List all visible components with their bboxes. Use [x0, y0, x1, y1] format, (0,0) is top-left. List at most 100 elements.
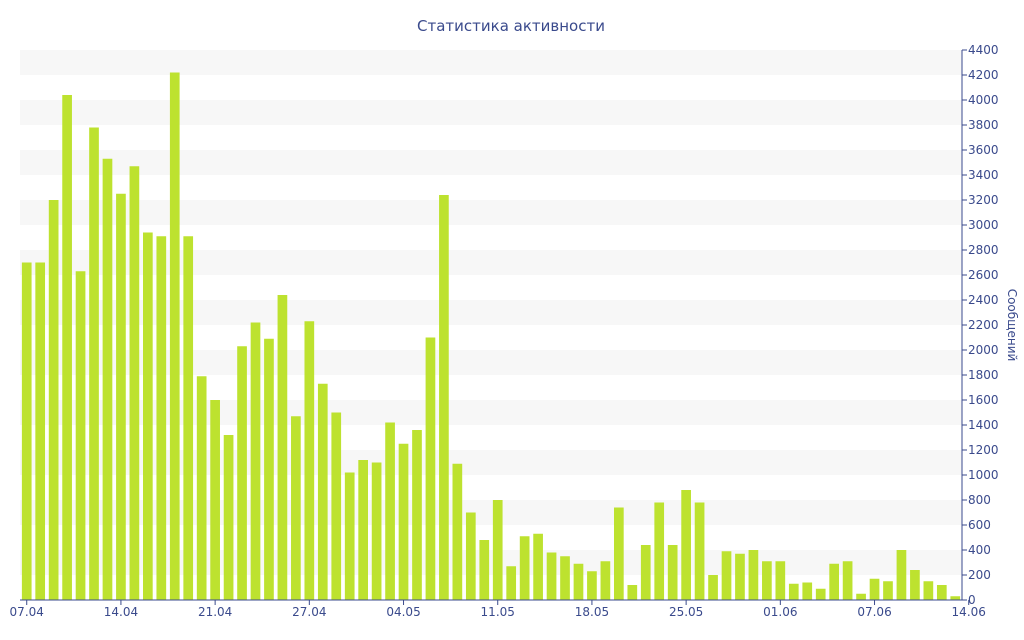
bar[interactable]	[519, 536, 530, 600]
bar[interactable]	[856, 593, 866, 600]
bar[interactable]	[116, 193, 126, 600]
bar[interactable]	[869, 578, 880, 600]
y-tick-label: 2800	[968, 243, 999, 257]
x-tick-label: 21.04	[198, 605, 232, 619]
chart-title: Статистика активности	[417, 17, 605, 35]
y-tick-label: 3200	[968, 193, 999, 207]
bar[interactable]	[587, 571, 597, 600]
bar[interactable]	[264, 338, 274, 600]
y-tick-label: 2200	[968, 318, 999, 332]
bar[interactable]	[883, 581, 893, 600]
bar[interactable]	[223, 435, 234, 600]
bar[interactable]	[398, 443, 409, 600]
bar[interactable]	[425, 337, 436, 601]
bar[interactable]	[35, 262, 46, 601]
bar[interactable]	[815, 588, 826, 600]
y-tick-label: 4200	[968, 68, 999, 82]
bar[interactable]	[237, 346, 247, 600]
bar[interactable]	[21, 262, 32, 601]
bar[interactable]	[277, 295, 288, 600]
y-tick-label: 1600	[968, 393, 999, 407]
grid-band	[20, 200, 962, 225]
bar[interactable]	[829, 563, 839, 600]
bar[interactable]	[412, 430, 422, 600]
bar[interactable]	[102, 158, 113, 600]
bar[interactable]	[385, 422, 395, 601]
bar[interactable]	[560, 556, 570, 600]
y-tick-label: 800	[968, 493, 991, 507]
bar[interactable]	[143, 232, 153, 601]
bar[interactable]	[936, 585, 947, 600]
bar[interactable]	[331, 412, 342, 601]
bar[interactable]	[748, 550, 759, 600]
x-tick-label: 07.06	[857, 605, 891, 619]
bar[interactable]	[371, 462, 382, 601]
grid-band	[20, 150, 962, 175]
bar[interactable]	[89, 127, 99, 601]
bar[interactable]	[708, 575, 718, 600]
y-tick-label: 1000	[968, 468, 999, 482]
bar[interactable]	[950, 596, 961, 600]
bar[interactable]	[75, 271, 86, 600]
bar[interactable]	[479, 540, 490, 600]
bar[interactable]	[842, 561, 853, 600]
bar[interactable]	[640, 545, 651, 600]
bar[interactable]	[156, 236, 167, 600]
bar[interactable]	[465, 512, 476, 601]
x-tick-label: 11.05	[481, 605, 515, 619]
y-tick-label: 1400	[968, 418, 999, 432]
x-tick-label: 07.04	[10, 605, 44, 619]
bar[interactable]	[169, 72, 180, 601]
y-tick-label: 4000	[968, 93, 999, 107]
bar[interactable]	[896, 550, 907, 600]
y-axis-label: Сообщений	[1005, 289, 1019, 362]
bar[interactable]	[721, 551, 732, 600]
x-tick-label: 01.06	[763, 605, 797, 619]
bar[interactable]	[210, 400, 220, 600]
bar[interactable]	[452, 463, 463, 600]
bar[interactable]	[344, 472, 355, 601]
bar[interactable]	[533, 533, 543, 600]
bar[interactable]	[910, 570, 920, 600]
grid-band	[20, 50, 962, 75]
bar[interactable]	[573, 563, 584, 600]
bar[interactable]	[667, 545, 678, 600]
bar[interactable]	[694, 502, 705, 601]
y-tick-label: 1200	[968, 443, 999, 457]
bar[interactable]	[439, 195, 449, 600]
bar[interactable]	[317, 383, 328, 600]
bar[interactable]	[304, 321, 315, 600]
bar[interactable]	[48, 200, 59, 600]
bar[interactable]	[627, 585, 638, 600]
y-tick-label: 600	[968, 518, 991, 532]
y-tick-label: 3400	[968, 168, 999, 182]
bar[interactable]	[506, 566, 517, 600]
bar[interactable]	[614, 507, 624, 601]
bar[interactable]	[129, 166, 140, 600]
bar[interactable]	[600, 561, 611, 600]
bar[interactable]	[492, 500, 503, 600]
x-tick-label: 14.06	[952, 605, 986, 619]
bar[interactable]	[802, 582, 813, 601]
bar[interactable]	[546, 552, 557, 601]
y-tick-label: 200	[968, 568, 991, 582]
bar[interactable]	[762, 561, 772, 600]
bar[interactable]	[291, 416, 301, 600]
x-tick-label: 04.05	[386, 605, 420, 619]
bar[interactable]	[923, 581, 934, 600]
bar[interactable]	[654, 502, 665, 601]
y-tick-label: 4400	[968, 43, 999, 57]
bar[interactable]	[735, 553, 745, 600]
bar[interactable]	[775, 561, 786, 600]
y-tick-label: 3800	[968, 118, 999, 132]
bar[interactable]	[183, 236, 194, 600]
bar[interactable]	[196, 376, 207, 600]
bar[interactable]	[681, 490, 691, 600]
bar[interactable]	[788, 583, 799, 600]
x-tick-label: 18.05	[575, 605, 609, 619]
y-tick-label: 400	[968, 543, 991, 557]
bar[interactable]	[358, 460, 368, 600]
bar[interactable]	[62, 95, 72, 600]
bar[interactable]	[250, 322, 261, 601]
